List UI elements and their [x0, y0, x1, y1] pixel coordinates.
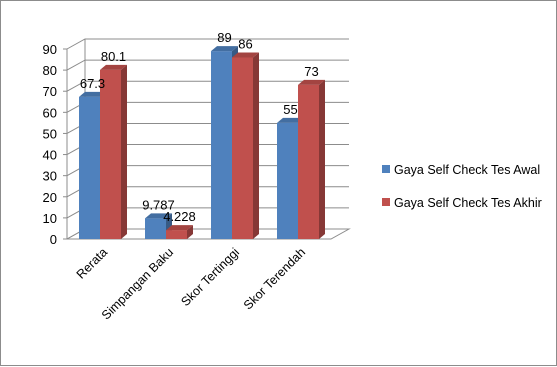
bar-side	[253, 52, 259, 239]
bar	[100, 64, 127, 240]
y-tick-label: 40	[43, 148, 57, 163]
legend: Gaya Self Check Tes Awal Gaya Self Check …	[382, 163, 542, 210]
gridline	[66, 59, 349, 71]
y-tick-label: 80	[43, 63, 57, 78]
bar-front	[211, 51, 232, 239]
data-label: 89	[217, 30, 231, 45]
bar-top	[211, 46, 238, 52]
y-axis-ticks: 0 10 20 30 40 50 60 70 80 90	[43, 42, 57, 247]
data-label: 80.1	[101, 49, 126, 64]
legend-swatch	[382, 165, 390, 173]
y-tick-label: 10	[43, 211, 57, 226]
category-label: Rerata	[74, 245, 110, 281]
bar-top	[277, 117, 304, 123]
data-label: 73	[304, 64, 318, 79]
legend-item: Gaya Self Check Tes Akhir	[382, 196, 542, 210]
bar-front	[145, 218, 166, 239]
y-tick-label: 0	[50, 232, 57, 247]
y-tick-label: 60	[43, 105, 57, 120]
data-label: 67.3	[80, 76, 105, 91]
legend-label: Gaya Self Check Tes Awal	[394, 163, 540, 177]
bar-side	[187, 225, 193, 239]
bar-top	[166, 225, 193, 231]
bar-side	[319, 79, 325, 239]
bars	[79, 46, 325, 240]
bar-front	[232, 57, 253, 239]
bar-top	[232, 52, 259, 58]
y-tick-label: 90	[43, 42, 57, 57]
category-label: Simpangan Baku	[99, 245, 176, 322]
bar	[232, 52, 259, 239]
gridline	[66, 80, 349, 92]
data-label: 55	[283, 102, 297, 117]
bar-top	[79, 91, 106, 97]
bar-front	[166, 230, 187, 239]
bar	[298, 79, 325, 239]
data-label: 4.228	[163, 209, 196, 224]
bar-front	[298, 84, 319, 239]
data-label: 9.787	[142, 197, 175, 212]
gridline	[66, 38, 349, 50]
bar-front	[277, 122, 298, 239]
legend-item: Gaya Self Check Tes Awal	[382, 163, 540, 177]
y-tick-label: 20	[43, 190, 57, 205]
data-label: 86	[238, 36, 252, 51]
bar-top	[145, 213, 172, 219]
legend-label: Gaya Self Check Tes Akhir	[394, 196, 542, 210]
category-label: Skor Tertinggi	[178, 245, 242, 309]
y-tick-label: 30	[43, 169, 57, 184]
legend-swatch	[382, 198, 390, 206]
y-tick-label: 70	[43, 84, 57, 99]
bar-top	[100, 64, 127, 70]
bar-side	[121, 64, 127, 240]
bar	[166, 225, 193, 239]
category-label: Skor Terendah	[241, 245, 308, 312]
bar-top	[298, 79, 325, 85]
y-tick-label: 50	[43, 126, 57, 141]
bar-front	[100, 69, 121, 240]
bar-front	[79, 96, 100, 239]
